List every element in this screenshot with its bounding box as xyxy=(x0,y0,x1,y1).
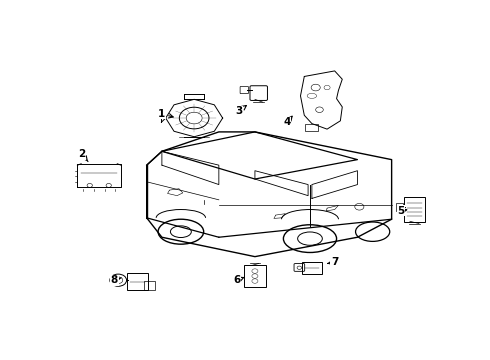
Text: 6: 6 xyxy=(233,275,244,285)
Text: 8: 8 xyxy=(111,275,121,285)
Text: 4: 4 xyxy=(284,116,292,127)
Text: 3: 3 xyxy=(235,105,246,116)
Text: 5: 5 xyxy=(397,206,407,216)
Text: 7: 7 xyxy=(328,257,339,267)
Text: 2: 2 xyxy=(78,149,88,162)
Text: 1: 1 xyxy=(158,109,173,119)
